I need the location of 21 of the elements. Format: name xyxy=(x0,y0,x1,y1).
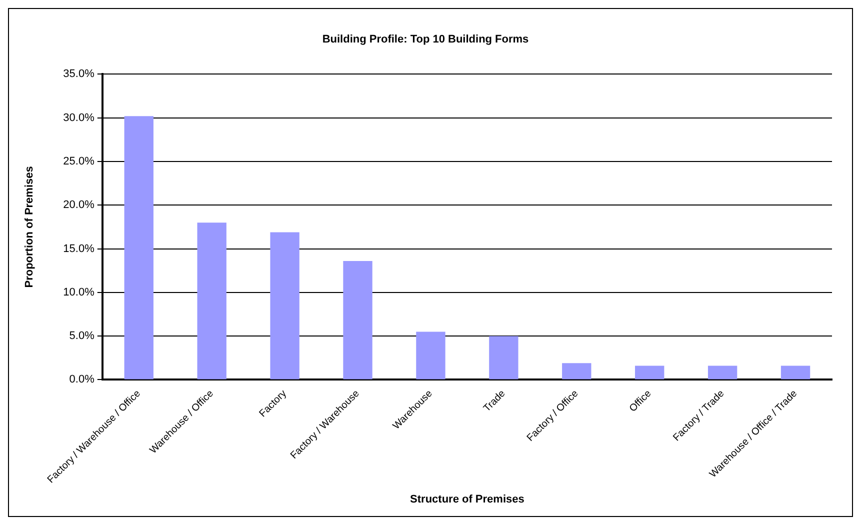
chart-title: Building Profile: Top 10 Building Forms xyxy=(322,34,529,46)
bar xyxy=(489,336,518,380)
y-tick-label: 35.0% xyxy=(63,68,95,80)
bar xyxy=(635,366,664,380)
y-tick-label: 10.0% xyxy=(63,286,95,298)
y-axis-title: Proportion of Premises xyxy=(24,166,36,288)
bar xyxy=(124,116,154,380)
bar xyxy=(270,232,300,380)
bar xyxy=(780,366,810,380)
y-tick-label: 5.0% xyxy=(69,330,95,342)
bar xyxy=(562,363,592,380)
bar xyxy=(416,332,446,380)
y-tick-label: 0.0% xyxy=(69,374,95,386)
x-axis-title: Structure of Premises xyxy=(410,493,524,506)
bar xyxy=(708,366,738,380)
y-tick-label: 25.0% xyxy=(63,156,95,168)
y-tick-label: 15.0% xyxy=(63,242,95,255)
bar xyxy=(197,222,226,380)
y-tick-label: 20.0% xyxy=(63,199,95,212)
y-tick-label: 30.0% xyxy=(63,112,95,124)
bar xyxy=(343,261,372,380)
